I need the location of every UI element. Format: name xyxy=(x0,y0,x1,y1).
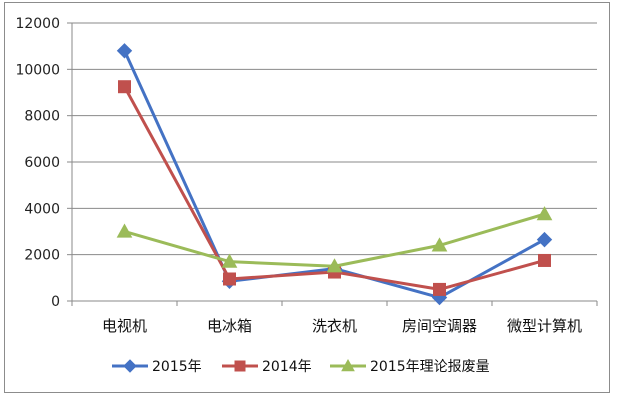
triangle-marker xyxy=(536,206,553,221)
diamond-marker xyxy=(116,43,133,59)
square-marker xyxy=(433,282,446,296)
y-tick-label: 12000 xyxy=(15,16,60,32)
square-marker xyxy=(234,360,246,372)
y-tick-label: 0 xyxy=(51,294,60,310)
y-tick-label: 2000 xyxy=(24,248,60,264)
square-marker xyxy=(538,253,551,267)
x-category-label: 洗衣机 xyxy=(312,317,357,335)
x-category-label: 电冰箱 xyxy=(207,317,252,335)
x-category-label: 房间空调器 xyxy=(402,317,477,335)
legend: 2015年 2014年 2015年理论报废量 xyxy=(112,358,490,375)
legend-item: 2015年理论报废量 xyxy=(330,358,490,375)
legend-item: 2015年 xyxy=(112,359,202,375)
chart-frame xyxy=(4,2,610,393)
x-category-label: 电视机 xyxy=(102,317,147,335)
y-tick-label: 8000 xyxy=(24,109,60,125)
triangle-marker xyxy=(326,258,343,273)
gridlines xyxy=(72,22,597,256)
square-marker xyxy=(118,80,131,94)
y-tick-label: 6000 xyxy=(24,155,60,171)
triangle-marker xyxy=(221,253,238,268)
diamond-marker xyxy=(123,359,137,373)
y-tick-label: 10000 xyxy=(15,62,60,78)
series xyxy=(116,43,553,306)
axes: 0 2000 4000 6000 8000 10000 12000 电视机 电冰箱 洗衣机 房间空调… xyxy=(15,16,598,335)
legend-label: 2015年 xyxy=(152,359,202,375)
legend-label: 2014年 xyxy=(262,359,312,375)
square-marker xyxy=(223,272,236,286)
triangle-marker xyxy=(341,358,355,372)
triangle-marker xyxy=(431,237,448,252)
triangle-marker xyxy=(116,223,133,238)
legend-item: 2014年 xyxy=(222,359,312,375)
series-2 xyxy=(116,206,553,273)
y-tick-label: 4000 xyxy=(24,201,60,217)
legend-label: 2015年理论报废量 xyxy=(370,359,490,375)
diamond-marker xyxy=(536,231,553,248)
x-category-label: 微型计算机 xyxy=(507,317,582,335)
